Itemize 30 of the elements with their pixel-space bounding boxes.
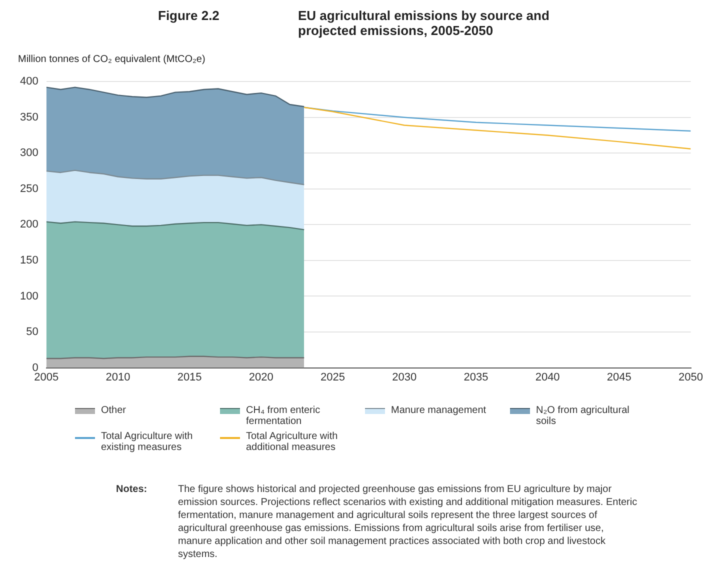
y-tick-label: 400: [20, 76, 38, 88]
y-tick-label: 100: [20, 290, 38, 302]
x-tick-label: 2045: [606, 371, 632, 384]
x-tick-label: 2020: [248, 371, 274, 384]
x-tick-label: 2050: [678, 371, 704, 384]
legend-label: Total Agriculture with additional measures: [246, 431, 339, 453]
text: The figure shows historical and projected greenhouse gas emissions from EU agriculture by major emission sources. Projections reflect scenarios with existing and additional mitigation measures. Enteric fermentation, manure management and agricultural soils represent the three largest sources of agricultural greenhouse gas emissions. Emissions from agricultural soils arise from fertiliser use, manure application and other soil management practices associated with both crop and livestock systems.: [178, 483, 638, 561]
y-tick-label: 250: [20, 182, 38, 195]
legend-label: CH₄ from enteric fermentation: [246, 405, 322, 427]
y-tick-label: 0: [32, 362, 38, 374]
legend-label: Other: [101, 405, 128, 416]
x-tick-label: 2025: [320, 371, 345, 384]
legend-label: N₂O from agricultural soils: [536, 405, 630, 427]
x-tick-label: 2005: [34, 371, 59, 384]
x-tick-label: 2030: [392, 371, 417, 384]
text: Notes:: [116, 483, 148, 497]
y-tick-label: 200: [20, 218, 38, 231]
y-tick-label: 50: [26, 326, 38, 338]
y-axis-title: Million tonnes of CO₂ equivalent (MtCO₂e): [18, 54, 206, 65]
x-tick-label: 2015: [177, 371, 202, 384]
y-tick-label: 300: [20, 147, 38, 160]
chart-subtitle: EU agricultural emissions by source and projected emissions, 2005-2050: [298, 8, 550, 38]
x-tick-label: 2010: [106, 371, 130, 384]
y-tick-label: 350: [20, 111, 38, 124]
legend-label: Manure management: [391, 405, 488, 416]
x-tick-label: 2040: [535, 371, 560, 384]
chart-title: Figure 2.2: [158, 8, 220, 25]
y-tick-label: 150: [20, 254, 38, 267]
x-tick-label: 2035: [464, 371, 488, 384]
legend-label: Total Agriculture with existing measures: [101, 431, 194, 453]
